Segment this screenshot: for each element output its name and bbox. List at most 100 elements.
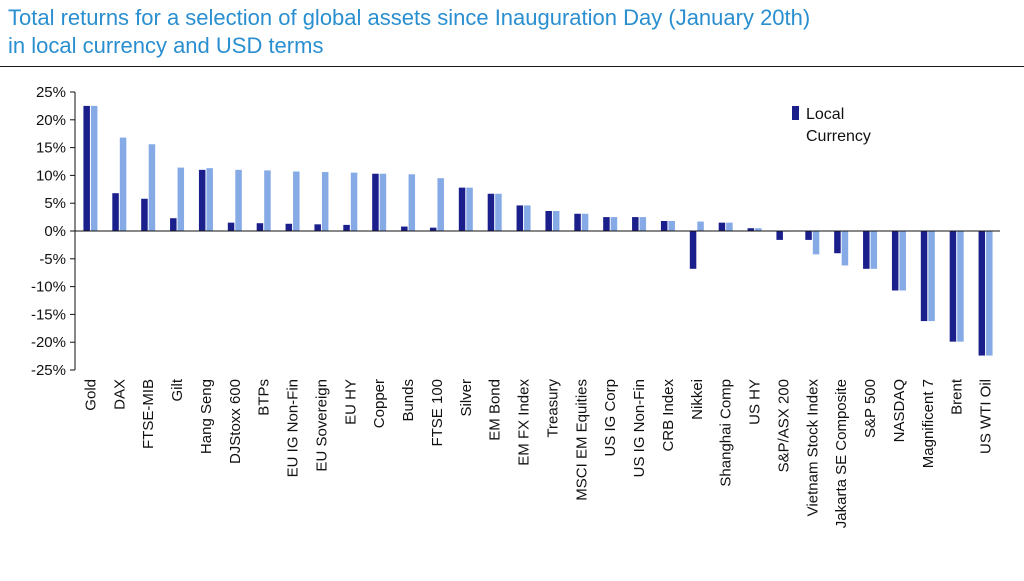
category-label: Copper xyxy=(371,379,388,428)
bar xyxy=(148,144,156,231)
bar xyxy=(891,231,899,291)
y-tick-label: 15% xyxy=(36,140,66,157)
category-label: Treasury xyxy=(544,379,561,438)
bar xyxy=(603,217,610,231)
bar xyxy=(119,137,127,231)
bar xyxy=(487,193,495,231)
category-label: EU IG Non-Fin xyxy=(285,379,302,477)
bar xyxy=(899,231,906,291)
bar xyxy=(574,213,581,231)
bar xyxy=(668,220,675,231)
y-tick-label: 20% xyxy=(36,112,66,129)
bar xyxy=(293,171,300,231)
bar xyxy=(256,223,264,231)
bar xyxy=(632,217,639,231)
category-label: S&P 500 xyxy=(862,379,879,438)
bar xyxy=(986,231,993,356)
bar xyxy=(863,231,870,269)
bar xyxy=(516,205,524,231)
bar xyxy=(920,231,928,322)
category-label: FTSE 100 xyxy=(429,379,446,447)
bar xyxy=(314,224,321,231)
bar xyxy=(495,193,502,231)
bar xyxy=(401,226,408,231)
y-tick-label: -25% xyxy=(31,362,66,379)
bar xyxy=(726,222,733,231)
x-axis: Gold DAX FTSE-MIB Gilt Hang Seng DJStoxx 600 B… xyxy=(75,230,1000,528)
category-label: Bunds xyxy=(400,379,417,422)
category-label: US HY xyxy=(747,379,764,425)
category-label: EM Bond xyxy=(487,379,504,441)
category-label: US IG Non-Fin xyxy=(631,379,648,477)
bar xyxy=(170,218,177,231)
legend-swatch xyxy=(792,106,799,120)
bar xyxy=(949,231,957,342)
bar xyxy=(372,173,379,231)
category-label: FTSE-MIB xyxy=(140,379,157,449)
category-label: NASDAQ xyxy=(891,379,908,442)
bar xyxy=(83,105,90,231)
bar xyxy=(697,221,704,231)
category-label: EM FX Index xyxy=(516,379,533,466)
category-label: CRB Index xyxy=(660,379,677,452)
y-tick-label: 5% xyxy=(44,195,66,212)
bar xyxy=(545,210,552,231)
y-tick-label: -5% xyxy=(39,251,66,268)
bar xyxy=(90,105,98,231)
category-label: EU HY xyxy=(342,379,359,425)
y-tick-label: -20% xyxy=(31,334,66,351)
title-divider xyxy=(0,66,1024,67)
bar xyxy=(610,217,618,231)
category-label: Magnificent 7 xyxy=(920,379,937,468)
category-label: DAX xyxy=(111,379,128,410)
bar xyxy=(343,224,350,231)
bar xyxy=(805,231,812,240)
y-tick-label: 10% xyxy=(36,167,66,184)
category-label: Brent xyxy=(949,378,966,415)
bar xyxy=(437,178,444,231)
bar xyxy=(350,172,358,231)
bar xyxy=(718,222,726,231)
bar xyxy=(689,231,697,269)
y-tick-label: 25% xyxy=(36,84,66,101)
category-label: Hang Seng xyxy=(198,379,215,454)
y-tick-label: 0% xyxy=(44,223,66,240)
category-label: S&P/ASX 200 xyxy=(775,379,792,472)
category-label: DJStoxx 600 xyxy=(227,379,244,464)
bar xyxy=(458,187,466,231)
bar xyxy=(581,213,589,231)
chart-title-line-1: Total returns for a selection of global … xyxy=(8,5,811,30)
bar xyxy=(776,231,783,240)
bar xyxy=(235,169,242,231)
chart-title: Total returns for a selection of global … xyxy=(8,4,1018,60)
legend-label: Currency xyxy=(806,128,871,145)
bar xyxy=(227,222,235,231)
bar xyxy=(660,220,668,231)
bar xyxy=(928,231,935,322)
bar xyxy=(198,169,206,231)
bar xyxy=(429,227,437,231)
bar xyxy=(812,231,820,255)
bar xyxy=(285,223,293,231)
legend-label: Local xyxy=(806,106,844,123)
bar xyxy=(466,187,473,231)
category-label: Shanghai Comp xyxy=(718,379,735,487)
bar xyxy=(112,193,119,231)
bar xyxy=(177,167,185,231)
y-tick-label: -15% xyxy=(31,306,66,323)
category-label: Gilt xyxy=(169,378,186,401)
bar xyxy=(321,172,329,231)
category-label: BTPs xyxy=(256,379,273,416)
category-label: US WTI Oil xyxy=(978,379,995,454)
category-label: Silver xyxy=(458,379,475,417)
bar xyxy=(747,228,755,231)
category-label: Gold xyxy=(82,379,99,411)
bar xyxy=(379,173,387,231)
legend: Local Currency xyxy=(792,106,871,145)
bar xyxy=(552,210,560,231)
category-label: Jakarta SE Composite xyxy=(833,379,850,528)
bar xyxy=(870,231,878,269)
category-label: EU Sovereign xyxy=(313,379,330,472)
category-label: Nikkei xyxy=(689,379,706,420)
